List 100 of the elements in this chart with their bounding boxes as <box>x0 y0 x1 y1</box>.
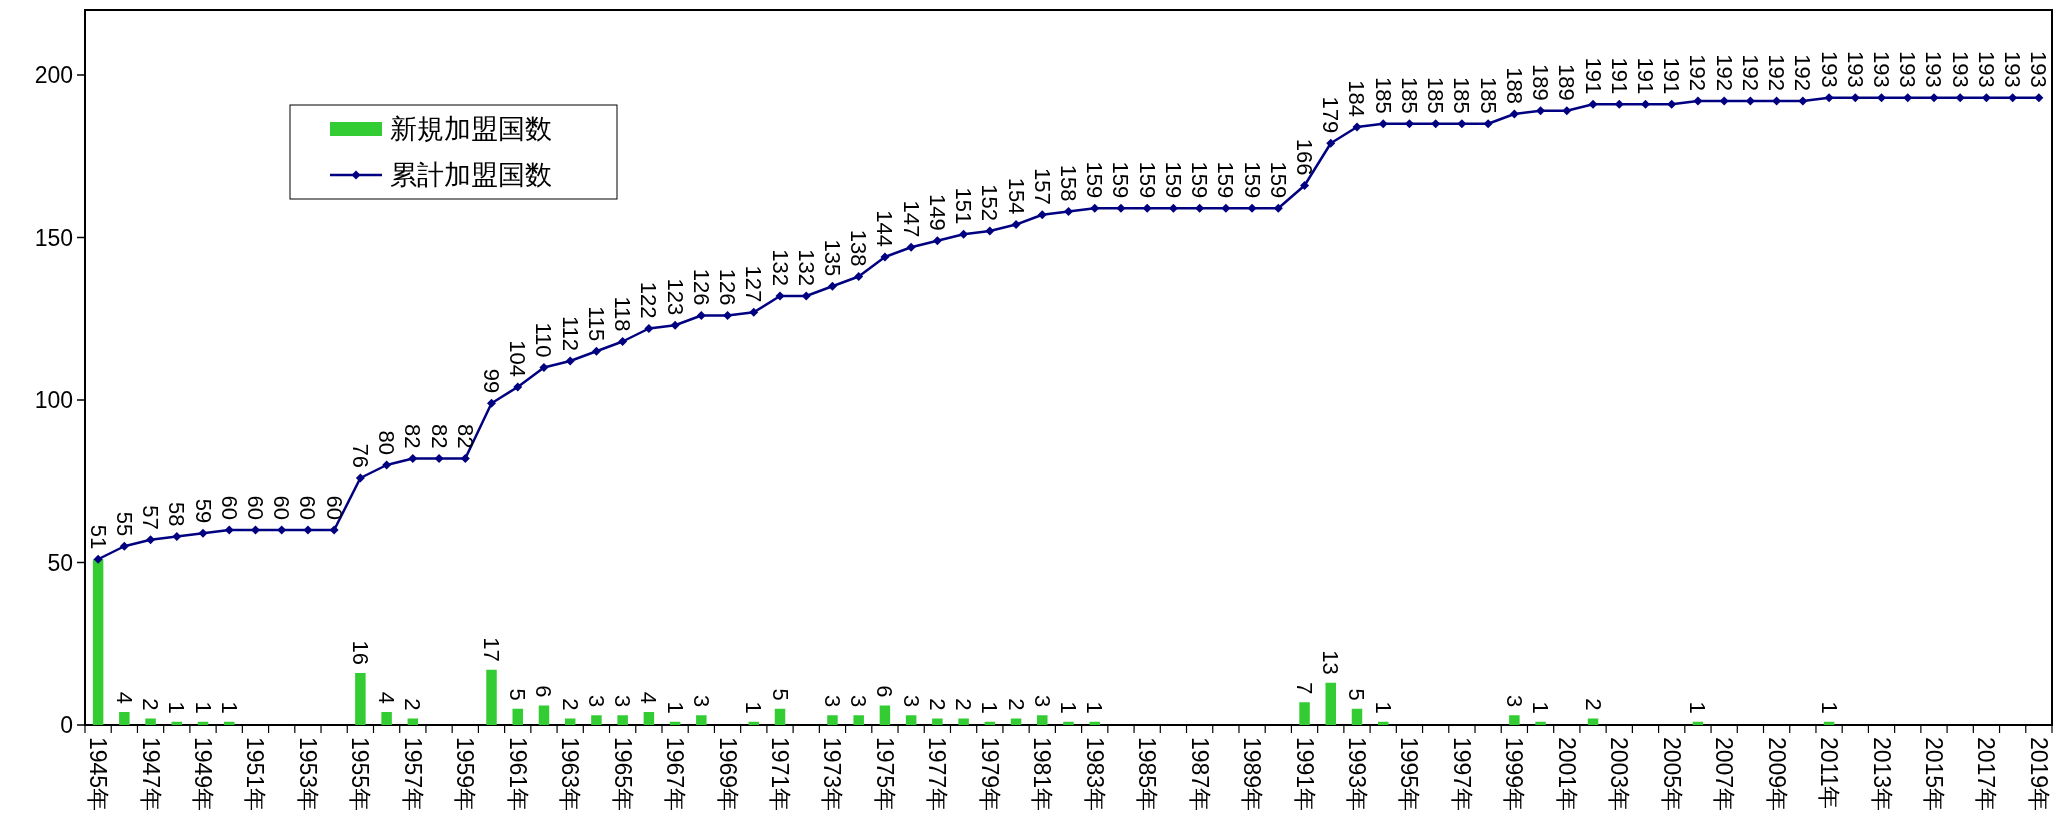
data-label: 185 <box>1370 77 1396 114</box>
data-label: 82 <box>426 424 452 449</box>
x-tick-label: 1947年 <box>137 737 164 812</box>
x-tick-label: 1969年 <box>714 737 741 812</box>
bar <box>1351 708 1363 725</box>
data-label: 13 <box>1318 650 1344 675</box>
data-label: 191 <box>1580 57 1606 95</box>
data-label: 185 <box>1423 77 1449 114</box>
data-label: 3 <box>819 695 845 708</box>
data-label: 149 <box>924 194 950 231</box>
y-tick-label: 0 <box>60 712 73 738</box>
bar <box>879 705 891 725</box>
data-label: 3 <box>610 695 636 708</box>
bar <box>486 669 497 725</box>
x-tick-label: 1987年 <box>1186 737 1213 812</box>
data-label: 2 <box>1003 698 1029 711</box>
data-label: 4 <box>374 691 400 704</box>
x-tick-label: 1945年 <box>85 737 112 812</box>
data-label: 157 <box>1029 168 1055 205</box>
data-label: 60 <box>269 495 295 520</box>
data-label: 147 <box>898 200 924 238</box>
data-label: 3 <box>846 695 872 708</box>
x-tick-label: 2003年 <box>1606 737 1633 812</box>
data-label: 192 <box>1685 54 1711 91</box>
x-tick-label: 1999年 <box>1501 737 1528 812</box>
x-tick-label: 2015年 <box>1920 737 1947 812</box>
bar <box>355 673 366 725</box>
data-label: 189 <box>1528 64 1554 101</box>
x-tick-label: 1997年 <box>1448 737 1475 812</box>
data-label: 2 <box>951 698 977 711</box>
data-label: 60 <box>321 495 347 520</box>
data-label: 159 <box>1082 161 1108 199</box>
data-label: 191 <box>1659 57 1685 95</box>
data-label: 5 <box>1344 688 1370 701</box>
data-label: 192 <box>1764 54 1790 91</box>
data-label: 1 <box>1816 701 1842 714</box>
y-tick-label: 50 <box>47 549 73 576</box>
x-tick-label: 2011年 <box>1816 737 1843 810</box>
x-tick-label: 1959年 <box>452 737 479 812</box>
data-label: 80 <box>374 430 400 455</box>
data-label: 132 <box>767 249 793 286</box>
bar <box>381 712 392 725</box>
bar <box>932 718 943 725</box>
data-label: 185 <box>1449 77 1475 114</box>
data-label: 193 <box>2000 51 2026 88</box>
data-label: 159 <box>1160 161 1186 199</box>
data-label: 1 <box>1056 701 1081 714</box>
x-tick-label: 1949年 <box>190 737 217 812</box>
x-tick-label: 2009年 <box>1763 737 1790 812</box>
data-label: 127 <box>741 265 767 303</box>
data-label: 2 <box>1580 698 1606 711</box>
data-label: 58 <box>164 502 190 527</box>
x-tick-label: 1967年 <box>662 737 689 812</box>
data-label: 3 <box>1501 695 1527 708</box>
data-label: 1 <box>662 701 688 714</box>
data-label: 17 <box>479 637 505 662</box>
bar <box>696 715 707 725</box>
data-label: 191 <box>1632 57 1658 95</box>
x-tick-label: 1961年 <box>504 737 531 812</box>
data-label: 159 <box>1239 161 1265 199</box>
x-tick-label: 1971年 <box>767 737 794 812</box>
data-label: 1 <box>1685 701 1711 714</box>
data-label: 2 <box>924 698 950 711</box>
bar <box>643 712 655 725</box>
x-tick-label: 1981年 <box>1029 737 1056 812</box>
data-label: 159 <box>1108 161 1134 199</box>
bar <box>1063 721 1074 725</box>
bar <box>1325 682 1337 725</box>
data-label: 158 <box>1056 164 1081 202</box>
x-tick-label: 1955年 <box>347 737 374 812</box>
data-label: 3 <box>583 695 609 708</box>
legend-label: 新規加盟国数 <box>390 114 552 144</box>
data-label: 151 <box>951 187 977 225</box>
bar <box>958 718 969 725</box>
x-tick-label: 1985年 <box>1134 737 1161 812</box>
data-label: 1 <box>977 701 1003 714</box>
x-tick-label: 1951年 <box>242 737 269 812</box>
x-tick-label: 1963年 <box>557 737 584 812</box>
x-tick-label: 1965年 <box>609 737 636 812</box>
x-tick-label: 1979年 <box>976 737 1003 812</box>
data-label: 82 <box>400 424 426 449</box>
data-label: 184 <box>1344 80 1370 117</box>
bar <box>1037 715 1048 725</box>
data-label: 6 <box>531 685 557 698</box>
data-label: 3 <box>688 695 714 708</box>
data-label: 3 <box>898 695 924 708</box>
data-label: 3 <box>1029 695 1055 708</box>
data-label: 144 <box>872 210 898 247</box>
data-label: 126 <box>688 268 714 306</box>
data-label: 1 <box>741 701 767 714</box>
y-tick-label: 150 <box>34 224 73 251</box>
data-label: 135 <box>819 239 845 277</box>
bar <box>1535 721 1546 725</box>
bar <box>1509 715 1520 725</box>
data-label: 115 <box>583 306 609 342</box>
data-label: 188 <box>1501 67 1527 104</box>
x-tick-label: 1995年 <box>1396 737 1423 812</box>
data-label: 76 <box>347 443 373 468</box>
data-label: 185 <box>1396 77 1422 114</box>
data-label: 51 <box>85 524 111 550</box>
